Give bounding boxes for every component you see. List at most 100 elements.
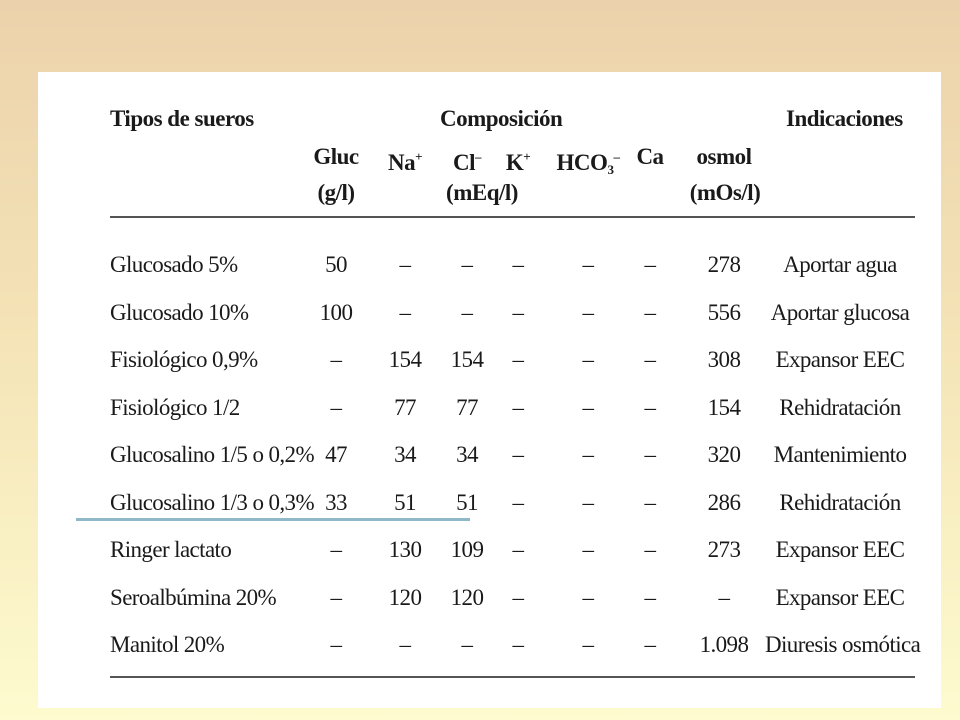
col-osmol: osmol bbox=[696, 144, 753, 169]
col-cl: Cl– bbox=[453, 149, 482, 175]
cell-ca: – bbox=[644, 632, 657, 657]
cell-osmol: 1.098 bbox=[699, 632, 749, 657]
cell-name: Glucosalino 1/5 o 0,2% bbox=[110, 442, 315, 467]
cell-osmol: 286 bbox=[707, 489, 741, 515]
cell-osmol: 278 bbox=[707, 252, 741, 277]
unit-osmol: (mOs/l) bbox=[689, 180, 761, 205]
cell-name: Glucosalino 1/3 o 0,3% bbox=[110, 489, 315, 515]
header-composicion: Composición bbox=[440, 106, 563, 131]
cell-na: – bbox=[399, 632, 412, 657]
cell-cl: 154 bbox=[450, 347, 484, 372]
table-row: Seroalbúmina 20% – 120 120 – – – – Expansor EEC bbox=[110, 583, 915, 630]
cell-gluc: – bbox=[330, 632, 343, 657]
cell-name: Manitol 20% bbox=[110, 632, 225, 657]
cell-na: – bbox=[399, 299, 412, 325]
cell-cl: – bbox=[461, 252, 474, 277]
cell-cl: 109 bbox=[450, 537, 484, 562]
cell-na: 130 bbox=[388, 537, 422, 562]
table-row: Glucosado 5% 50 – – – – – 278 Aportar agua bbox=[110, 250, 915, 297]
cell-na: 154 bbox=[388, 347, 422, 372]
cell-na: – bbox=[399, 252, 412, 277]
col-hco3: HCO3– bbox=[556, 149, 620, 177]
cell-k: – bbox=[512, 394, 525, 420]
cell-gluc: 47 bbox=[325, 442, 347, 467]
cell-na: 77 bbox=[394, 394, 416, 420]
cell-ca: – bbox=[644, 489, 657, 515]
cell-name: Glucosado 10% bbox=[110, 299, 249, 325]
cell-name: Glucosado 5% bbox=[110, 252, 238, 277]
cell-osmol: 308 bbox=[707, 347, 741, 372]
cell-k: – bbox=[512, 252, 525, 277]
cell-ca: – bbox=[644, 252, 657, 277]
cell-ind: Mantenimiento bbox=[773, 442, 907, 467]
table-row: Manitol 20% – – – – – – 1.098 Diuresis osmótica bbox=[110, 630, 921, 677]
cell-cl: 34 bbox=[456, 442, 478, 467]
cell-na: 34 bbox=[394, 442, 416, 467]
cell-gluc: – bbox=[330, 584, 343, 610]
cell-hco3: – bbox=[582, 299, 595, 325]
col-gluc: Gluc bbox=[313, 144, 359, 169]
cell-osmol: 154 bbox=[707, 394, 741, 420]
header-tipos: Tipos de sueros bbox=[110, 106, 254, 131]
cell-ind: Expansor EEC bbox=[775, 584, 905, 610]
cell-hco3: – bbox=[582, 632, 595, 657]
cell-gluc: 33 bbox=[325, 489, 347, 515]
cell-osmol: – bbox=[718, 584, 731, 610]
cell-ind: Diuresis osmótica bbox=[765, 632, 921, 657]
cell-ca: – bbox=[644, 347, 657, 372]
table-row: Glucosalino 1/3 o 0,3% 33 51 51 – – – 286 Rehidr… bbox=[110, 488, 915, 535]
col-na: Na+ bbox=[387, 149, 423, 175]
cell-k: – bbox=[512, 489, 525, 515]
slide-panel: Tipos de sueros Composición Indicaciones… bbox=[38, 72, 941, 708]
cell-ca: – bbox=[644, 537, 657, 562]
cell-ca: – bbox=[644, 394, 657, 420]
cell-k: – bbox=[512, 584, 525, 610]
cell-ind: Expansor EEC bbox=[775, 347, 905, 372]
bottom-rule bbox=[110, 676, 915, 678]
col-k: K+ bbox=[505, 149, 531, 175]
cell-hco3: – bbox=[582, 347, 595, 372]
cell-ind: Aportar glucosa bbox=[770, 299, 910, 325]
cell-ca: – bbox=[644, 584, 657, 610]
cell-osmol: 556 bbox=[707, 299, 741, 325]
cell-k: – bbox=[512, 632, 525, 657]
table-row: Fisiológico 1/2 – 77 77 – – – 154 Rehidratación bbox=[110, 393, 915, 440]
cell-gluc: – bbox=[330, 347, 343, 372]
cell-ind: Aportar agua bbox=[783, 252, 897, 277]
cell-cl: – bbox=[461, 632, 474, 657]
cell-hco3: – bbox=[582, 489, 595, 515]
table-row: Glucosalino 1/5 o 0,2% 47 34 34 – – – 320 Manten… bbox=[110, 440, 915, 487]
accent-underline bbox=[76, 518, 470, 521]
cell-ind: Rehidratación bbox=[779, 394, 901, 420]
cell-cl: 77 bbox=[456, 394, 478, 420]
cell-osmol: 320 bbox=[707, 442, 741, 467]
cell-k: – bbox=[512, 299, 525, 325]
cell-k: – bbox=[512, 442, 525, 467]
cell-osmol: 273 bbox=[707, 537, 741, 562]
cell-cl: – bbox=[461, 299, 474, 325]
cell-k: – bbox=[512, 537, 525, 562]
table-row: Glucosado 10% 100 – – – – – 556 Aportar glucosa bbox=[110, 298, 915, 345]
cell-name: Fisiológico 0,9% bbox=[110, 347, 258, 372]
cell-hco3: – bbox=[582, 394, 595, 420]
cell-gluc: – bbox=[330, 537, 343, 562]
cell-hco3: – bbox=[582, 252, 595, 277]
table-row: Fisiológico 0,9% – 154 154 – – – 308 Expansor EE… bbox=[110, 345, 915, 392]
cell-cl: 120 bbox=[450, 584, 484, 610]
cell-hco3: – bbox=[582, 442, 595, 467]
cell-na: 120 bbox=[388, 584, 422, 610]
cell-ca: – bbox=[644, 299, 657, 325]
cell-na: 51 bbox=[394, 489, 416, 515]
cell-gluc: 50 bbox=[325, 252, 347, 277]
header-indicaciones: Indicaciones bbox=[786, 106, 903, 131]
cell-name: Ringer lactato bbox=[110, 537, 232, 562]
table-row: Ringer lactato – 130 109 – – – 273 Expansor EEC bbox=[110, 535, 915, 582]
header-rule bbox=[110, 216, 915, 218]
cell-hco3: – bbox=[582, 537, 595, 562]
cell-gluc: – bbox=[330, 394, 343, 420]
unit-meq: (mEq/l) bbox=[446, 180, 518, 205]
cell-ca: – bbox=[644, 442, 657, 467]
unit-gluc: (g/l) bbox=[317, 180, 355, 205]
cell-cl: 51 bbox=[456, 489, 478, 515]
col-ca: Ca bbox=[636, 144, 664, 169]
